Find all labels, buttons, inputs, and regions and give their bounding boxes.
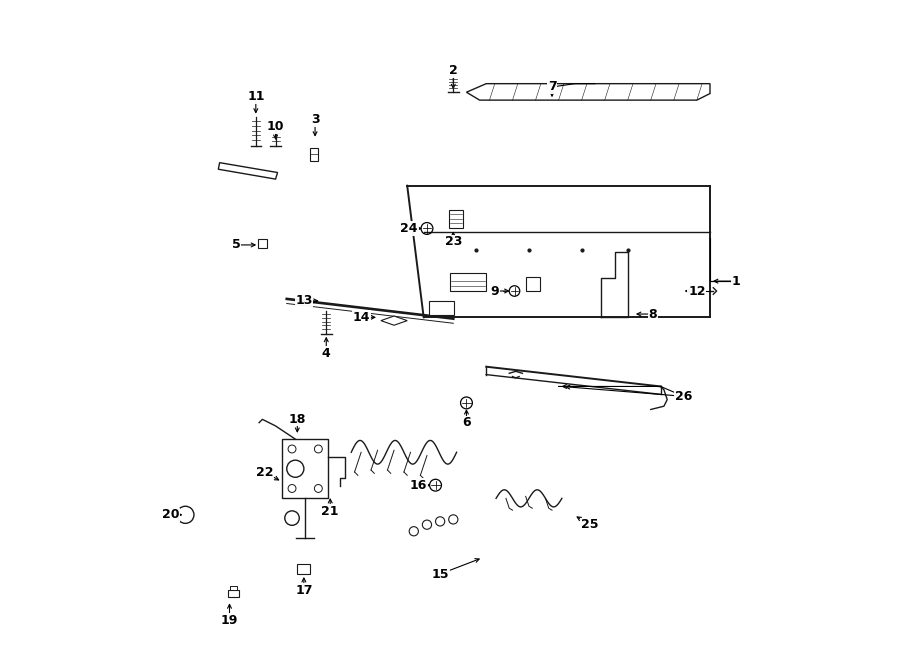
Polygon shape [381, 316, 407, 325]
Bar [228, 590, 239, 597]
Bar [297, 564, 310, 574]
Text: 9: 9 [491, 284, 500, 297]
Text: 1: 1 [732, 274, 741, 288]
Polygon shape [466, 84, 710, 100]
Bar [310, 147, 318, 161]
Text: 7: 7 [547, 81, 556, 93]
Text: 22: 22 [256, 465, 273, 479]
Text: 23: 23 [445, 235, 462, 248]
Text: 8: 8 [648, 307, 657, 321]
Text: 25: 25 [580, 518, 598, 531]
Polygon shape [219, 163, 277, 179]
Text: 16: 16 [410, 479, 427, 492]
Text: 21: 21 [321, 505, 339, 518]
Bar [283, 439, 328, 498]
Text: 14: 14 [353, 311, 370, 324]
Bar [257, 239, 267, 249]
Text: 13: 13 [295, 294, 312, 307]
Text: 19: 19 [220, 613, 238, 627]
Bar [450, 272, 486, 291]
Text: 15: 15 [431, 568, 449, 580]
Text: 24: 24 [400, 222, 418, 235]
Bar [429, 301, 454, 315]
Text: 10: 10 [266, 120, 284, 133]
Text: 2: 2 [449, 64, 458, 77]
Text: 4: 4 [322, 347, 330, 360]
Text: 20: 20 [161, 508, 179, 522]
Bar [526, 276, 540, 291]
Text: 12: 12 [688, 284, 706, 297]
Bar [230, 586, 237, 590]
Text: 5: 5 [231, 239, 240, 251]
Text: 17: 17 [295, 584, 312, 597]
Text: 6: 6 [462, 416, 471, 429]
Text: 26: 26 [675, 390, 692, 403]
Text: 11: 11 [248, 91, 265, 103]
Text: 3: 3 [310, 114, 320, 126]
Bar [449, 210, 464, 229]
Text: 18: 18 [289, 413, 306, 426]
